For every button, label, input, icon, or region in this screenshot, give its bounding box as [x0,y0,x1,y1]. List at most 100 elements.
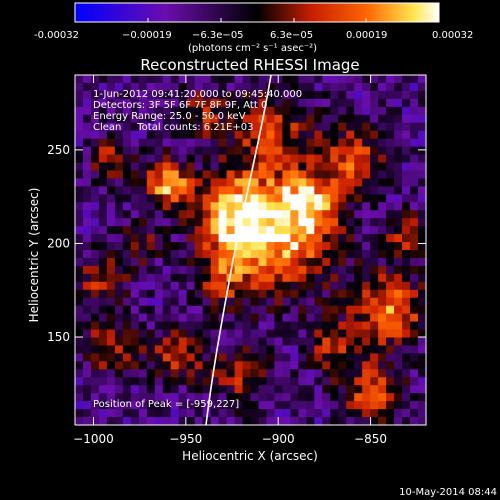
heatmap-cell [162,265,172,275]
heatmap-cell [370,257,379,267]
heatmap-cell [82,202,92,211]
heatmap-cell [186,409,196,418]
heatmap-cell [306,385,315,394]
heatmap-cell [298,146,307,156]
heatmap-cell [322,377,331,386]
heatmap-cell [258,154,268,164]
heatmap-cell [218,138,228,148]
heatmap-cell [282,138,291,148]
heatmap-cell [330,353,339,362]
heatmap-cell [82,377,92,386]
heatmap-cell [386,194,395,203]
heatmap-cell [394,106,403,116]
heatmap-cell [170,170,180,179]
heatmap-cell [418,305,426,315]
heatmap-cell [314,114,323,124]
heatmap-cell [298,265,307,275]
heatmap-cell [90,297,100,307]
heatmap-cell [178,361,188,370]
heatmap-cell [322,170,331,179]
heatmap-cell [114,202,124,211]
heatmap-cell [410,417,419,425]
heatmap-cell [410,202,419,211]
heatmap-cell [330,162,339,172]
heatmap-cell [258,297,268,307]
heatmap-cell [82,178,92,187]
heatmap-cell [298,385,307,394]
heatmap-cell [106,130,116,140]
heatmap-cell [250,75,260,84]
heatmap-cell [106,393,116,402]
heatmap-cell [386,281,395,291]
heatmap-cell [354,170,363,179]
heatmap-cell [378,321,387,331]
heatmap-cell [186,297,196,307]
heatmap-cell [186,146,196,156]
heatmap-cell [218,369,228,378]
heatmap-cell [298,321,307,331]
heatmap-cell [130,297,140,307]
heatmap-cell [75,226,84,235]
heatmap-cell [226,122,236,132]
heatmap-cell [306,162,315,172]
heatmap-cell [106,281,116,291]
heatmap-cell [210,202,220,211]
heatmap-cell [258,281,268,291]
heatmap-cell [330,401,339,410]
heatmap-cell [306,186,315,195]
heatmap-cell [226,377,236,386]
heatmap-cell [338,281,347,291]
heatmap-cell [314,170,323,179]
heatmap-cell [306,377,315,386]
heatmap-cell [98,361,108,370]
heatmap-cell [130,146,140,156]
heatmap-cell [274,154,284,164]
heatmap-cell [162,250,172,259]
heatmap-cell [218,178,228,187]
heatmap-cell [170,162,180,172]
heatmap-cell [378,250,387,259]
heatmap-cell [290,345,299,354]
heatmap-cell [130,162,140,172]
heatmap-cell [178,353,188,362]
heatmap-cell [106,178,116,187]
heatmap-cell [178,297,188,307]
heatmap-cell [242,82,252,92]
heatmap-cell [274,210,284,219]
heatmap-cell [378,178,387,187]
heatmap-cell [162,234,172,243]
heatmap-cell [170,178,180,187]
heatmap-cell [234,90,244,100]
heatmap-cell [370,337,379,347]
heatmap-cell [402,210,411,219]
heatmap-cell [394,273,403,283]
heatmap-cell [282,82,291,92]
heatmap-cell [178,313,188,323]
heatmap-cell [122,345,132,354]
heatmap-cell [98,98,108,108]
heatmap-cell [122,138,132,148]
heatmap-cell [282,289,291,299]
heatmap-cell [122,194,132,203]
heatmap-cell [290,265,299,275]
heatmap-cell [250,353,260,362]
heatmap-cell [146,154,156,164]
heatmap-cell [170,250,180,259]
heatmap-cell [322,273,331,283]
heatmap-cell [330,273,339,283]
heatmap-cell [75,273,84,283]
heatmap-cell [330,417,339,425]
heatmap-cell [418,377,426,386]
heatmap-cell [82,250,92,259]
heatmap-cell [170,265,180,275]
heatmap-cell [362,361,371,370]
heatmap-cell [170,138,180,148]
heatmap-cell [418,162,426,172]
heatmap-cell [75,393,84,402]
heatmap-cell [274,385,284,394]
heatmap-cell [170,82,180,92]
heatmap-cell [418,242,426,251]
heatmap-cell [130,337,140,347]
heatmap-cell [402,226,411,235]
heatmap-cell [322,210,331,219]
